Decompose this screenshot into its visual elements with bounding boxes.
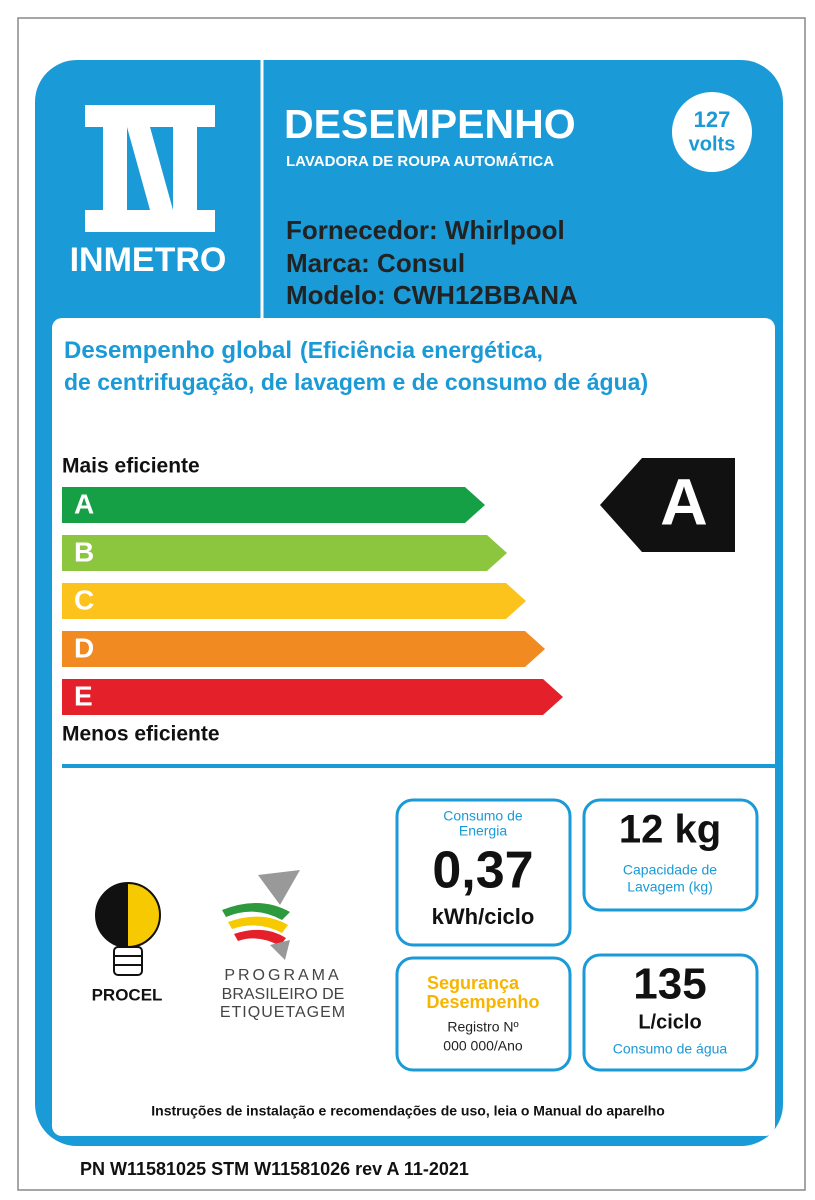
heading: Desempenho global <box>64 337 292 364</box>
capacity-value: 12 kg <box>619 808 721 852</box>
class-bar <box>62 487 485 523</box>
pbe-1: PROGRAMA <box>224 967 341 984</box>
class-letter: C <box>74 584 94 615</box>
class-bar <box>62 631 545 667</box>
registry: Registro Nº <box>447 1019 518 1035</box>
pbe-3: ETIQUETAGEM <box>220 1004 346 1021</box>
safety-2: Desempenho <box>426 992 539 1012</box>
water-value: 135 <box>633 960 706 1009</box>
energy-value: 0,37 <box>432 842 533 900</box>
voltage: 127 <box>694 107 731 132</box>
voltage-badge <box>672 92 752 172</box>
procel-text: PROCEL <box>92 985 163 1004</box>
heading-note: (Eficiência energética, <box>300 337 543 363</box>
capacity-label-2: Lavagem (kg) <box>627 879 713 895</box>
top-label: Mais eficiente <box>62 455 200 478</box>
registry-number: 000 000/Ano <box>443 1038 523 1054</box>
safety-1: Segurança <box>427 973 520 993</box>
pbe-logo <box>222 870 300 960</box>
title: DESEMPENHO <box>284 101 576 147</box>
spec-boxes <box>395 798 759 1072</box>
class-bar <box>62 583 526 619</box>
class-letter: A <box>74 488 94 519</box>
capacity-label-1: Capacidade de <box>623 862 717 878</box>
part-number: PN W11581025 STM W11581026 rev A 11-2021 <box>80 1159 469 1179</box>
model: Modelo: CWH12BBANA <box>286 280 578 310</box>
water-label: Consumo de água <box>613 1041 728 1057</box>
energy-label-1: Consumo de <box>443 808 523 824</box>
class-letter: B <box>74 536 94 567</box>
energy-label-2: Energia <box>459 823 507 839</box>
supplier: Fornecedor: Whirlpool <box>286 215 565 245</box>
instructions: Instruções de instalação e recomendações… <box>151 1103 665 1119</box>
water-unit: L/ciclo <box>638 1011 701 1033</box>
brand: Marca: Consul <box>286 248 465 278</box>
heading-line2: de centrifugação, de lavagem e de consum… <box>64 369 648 395</box>
result-class: A <box>660 464 708 538</box>
energy-unit: kWh/ciclo <box>432 904 535 929</box>
result-arrow <box>600 458 735 552</box>
rating-heading: Desempenho global (Eficiência energética, <box>64 337 543 364</box>
inmetro-logo <box>85 105 215 232</box>
class-bar <box>62 535 507 571</box>
bottom-label: Menos eficiente <box>62 723 220 746</box>
logo-text: INMETRO <box>70 241 227 279</box>
class-bar <box>62 679 563 715</box>
pbe-2: BRASILEIRO DE <box>222 986 345 1003</box>
subtitle: LAVADORA DE ROUPA AUTOMÁTICA <box>286 153 554 170</box>
class-letter: D <box>74 632 94 663</box>
procel-logo <box>95 882 161 976</box>
voltage-unit: volts <box>689 133 736 155</box>
class-letter: E <box>74 680 93 711</box>
